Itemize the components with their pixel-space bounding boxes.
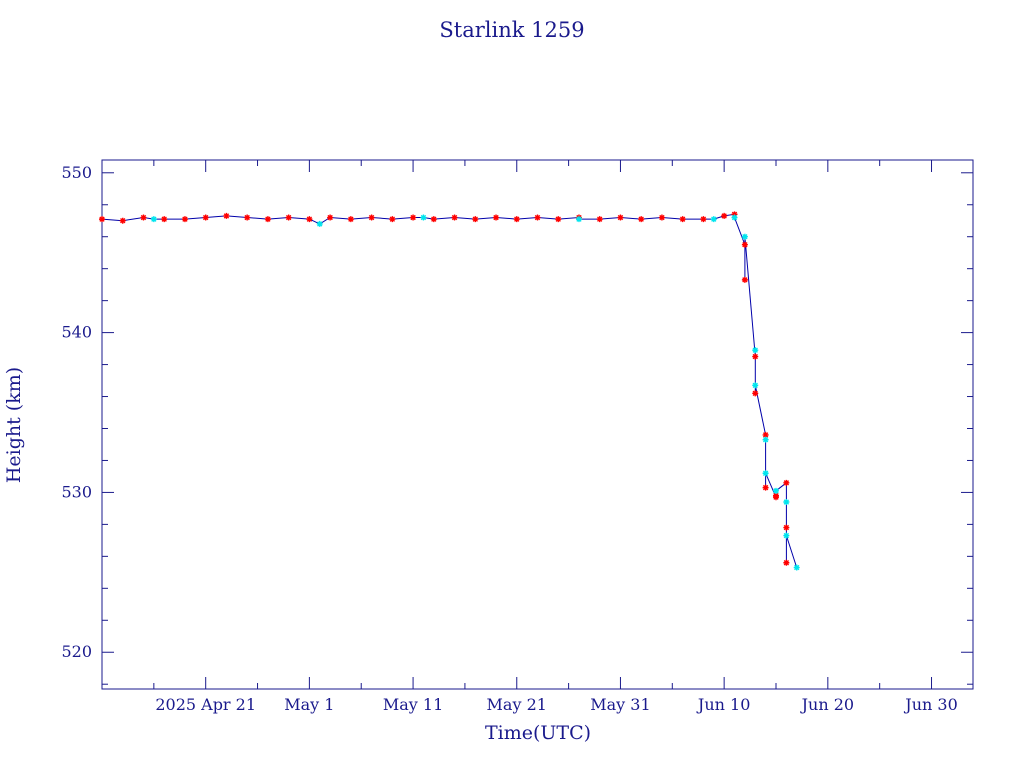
data-point-red [741, 276, 748, 283]
data-point-red [752, 353, 759, 360]
data-point-cyan [752, 382, 759, 389]
x-tick-label: 2025 Apr 21 [155, 695, 256, 714]
data-point-red [285, 214, 292, 221]
x-axis-label: Time(UTC) [485, 722, 591, 744]
y-tick-label: 540 [61, 323, 92, 342]
data-point-red [700, 216, 707, 223]
height-line [101, 213, 798, 568]
data-point-red [140, 214, 147, 221]
data-point-red [327, 214, 334, 221]
data-point-red [658, 214, 665, 221]
x-tick-label: Jun 10 [696, 695, 750, 714]
data-point-red [534, 214, 541, 221]
data-point-cyan [731, 214, 738, 221]
x-tick-label: May 1 [284, 695, 334, 714]
data-point-cyan [575, 216, 582, 223]
data-point-red [223, 212, 230, 219]
data-point-cyan [762, 436, 769, 443]
data-point-cyan [762, 470, 769, 477]
data-point-red [161, 216, 168, 223]
data-point-red [617, 214, 624, 221]
data-point-red [638, 216, 645, 223]
data-point-red [202, 214, 209, 221]
data-point-cyan [793, 564, 800, 571]
y-tick-label: 550 [61, 163, 92, 182]
data-point-red [783, 524, 790, 531]
data-point-red [306, 216, 313, 223]
data-point-cyan [772, 487, 779, 494]
data-point-cyan [741, 233, 748, 240]
data-point-red [119, 217, 126, 224]
data-point-red [752, 390, 759, 397]
chart-title: Starlink 1259 [439, 18, 584, 42]
data-point-cyan [752, 347, 759, 354]
x-tick-label: Jun 30 [903, 695, 957, 714]
plot-frame [101, 159, 974, 690]
x-tick-label: Jun 20 [800, 695, 854, 714]
y-axis-label: Height (km) [3, 367, 25, 483]
data-point-red [762, 431, 769, 438]
data-point-red [347, 216, 354, 223]
data-point-red [772, 492, 779, 499]
data-point-red [741, 241, 748, 248]
data-point-red [451, 214, 458, 221]
x-tick-label: May 21 [487, 695, 547, 714]
x-tick-label: May 11 [383, 695, 443, 714]
data-point-red [783, 559, 790, 566]
data-point-red [513, 216, 520, 223]
data-point-red [368, 214, 375, 221]
plot-area [99, 211, 800, 571]
y-tick-label: 520 [61, 642, 92, 661]
data-point-cyan [316, 220, 323, 227]
data-point-red [430, 216, 437, 223]
x-tick-label: May 31 [590, 695, 650, 714]
data-point-red [181, 216, 188, 223]
data-point-cyan [710, 216, 717, 223]
data-point-red [264, 216, 271, 223]
data-point-red [389, 216, 396, 223]
data-point-red [721, 212, 728, 219]
data-point-red [410, 214, 417, 221]
data-point-red [244, 214, 251, 221]
data-point-red [762, 484, 769, 491]
data-point-red [99, 216, 105, 223]
data-point-red [472, 216, 479, 223]
data-point-cyan [150, 216, 157, 223]
x-axis: 2025 Apr 21 May 1 May 11 May 21 May 31 Jun 10… [101, 160, 958, 714]
data-point-cyan [420, 214, 427, 221]
y-tick-label: 530 [61, 482, 92, 501]
data-point-red [596, 216, 603, 223]
data-point-cyan [783, 499, 790, 506]
data-point-cyan [783, 532, 790, 539]
data-point-red [679, 216, 686, 223]
data-point-red [731, 211, 738, 218]
data-point-red [555, 216, 562, 223]
y-axis: 520 530 540 550 [61, 163, 973, 685]
data-point-red [783, 479, 790, 486]
data-point-red [493, 214, 500, 221]
